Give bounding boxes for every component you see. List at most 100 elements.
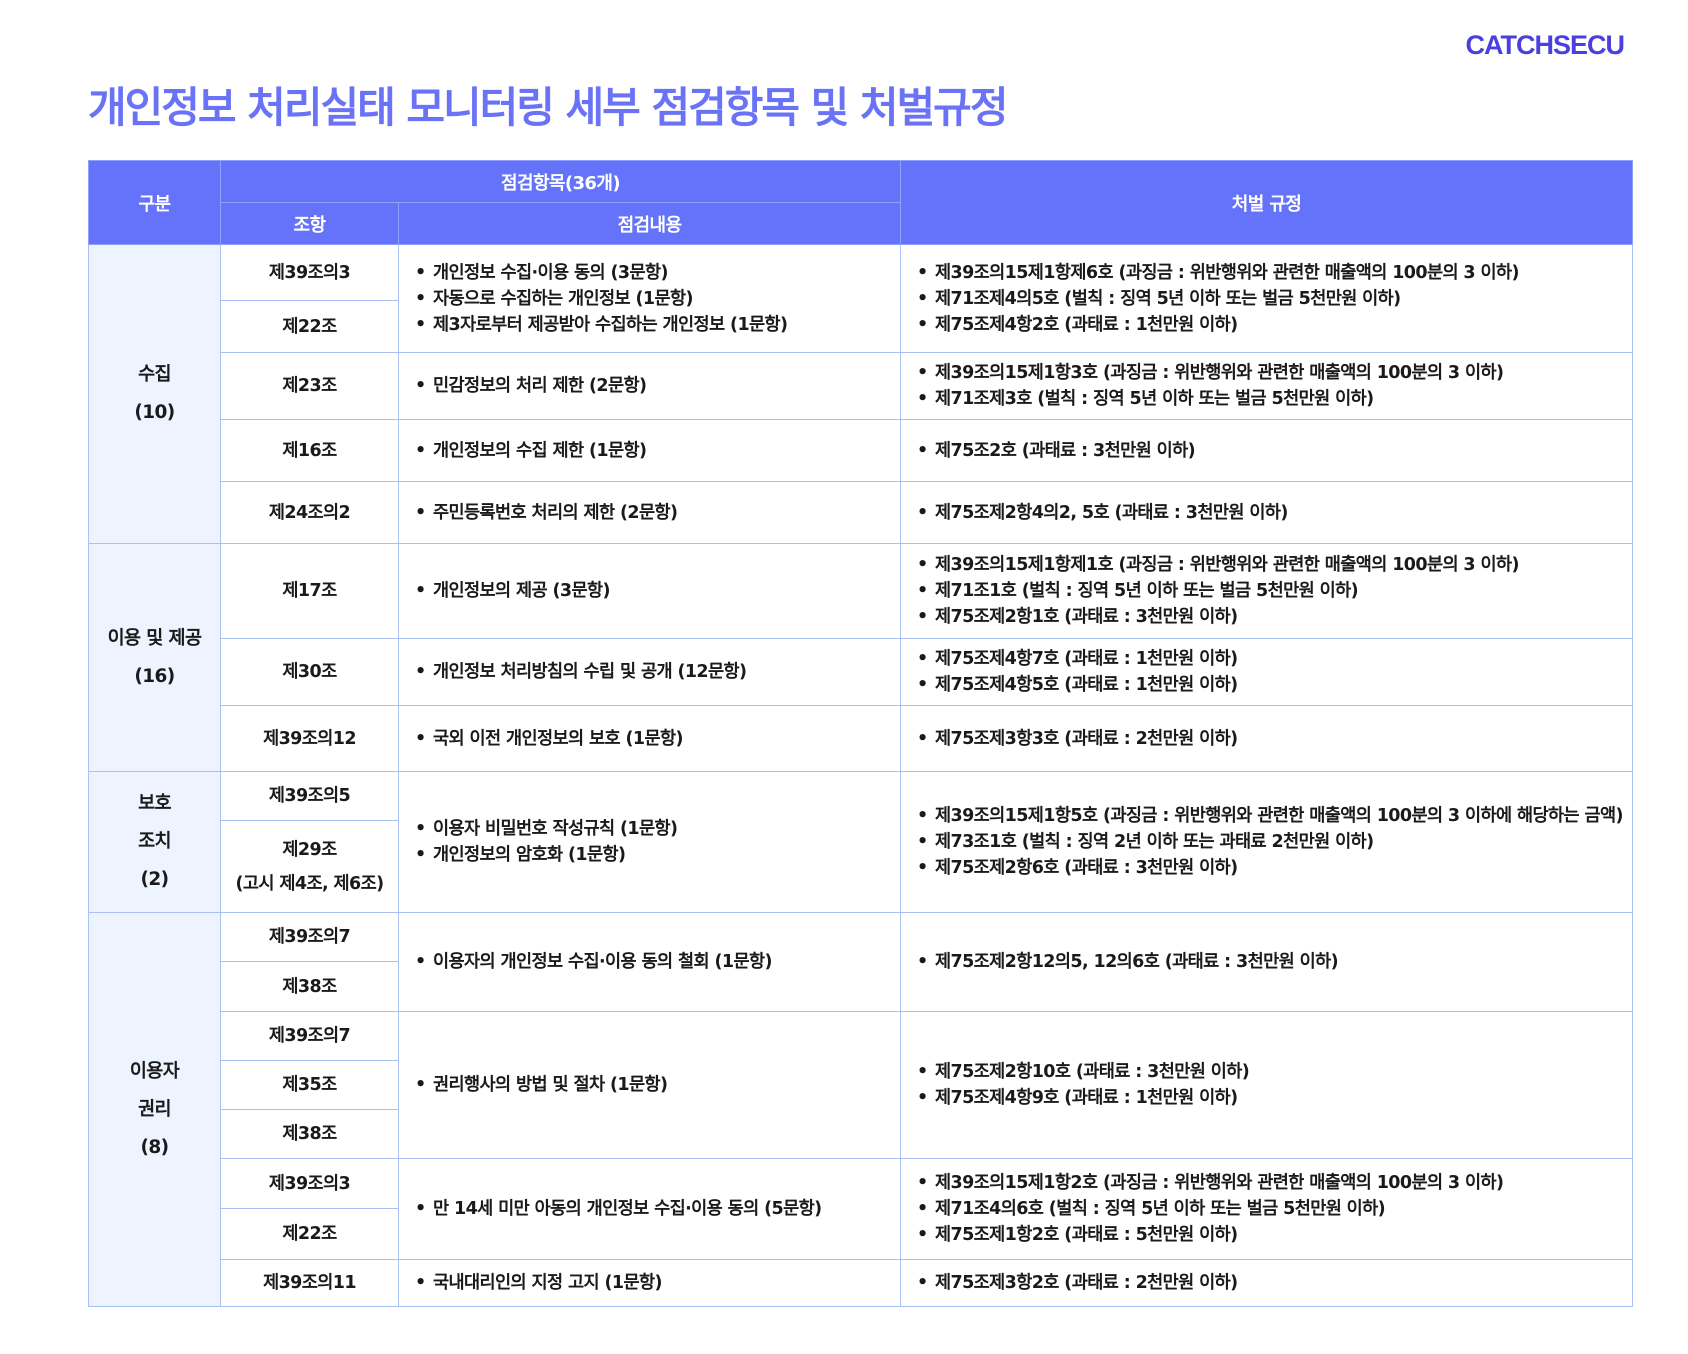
penalty-list: 제75조제2항12의5, 12의6호 (과태료 : 3천만원 이하) <box>915 949 1632 975</box>
article-cell: 제39조의7 <box>220 1011 399 1061</box>
penalty-cell: 제75조제2항12의5, 12의6호 (과태료 : 3천만원 이하) <box>900 912 1633 1012</box>
check-content-cell: 개인정보 수집·이용 동의 (3문항)자동으로 수집하는 개인정보 (1문항)제… <box>398 244 901 353</box>
article-label: 제17조 <box>282 581 337 601</box>
penalty-cell: 제39조의15제1항5호 (과징금 : 위반행위와 관련한 매출액의 100분의… <box>900 771 1633 913</box>
category-cell: 이용자 권리 (8) <box>88 912 221 1307</box>
check-content-cell: 이용자의 개인정보 수집·이용 동의 철회 (1문항) <box>398 912 901 1012</box>
check-content-item: 개인정보의 암호화 (1문항) <box>413 842 900 868</box>
article-label: 제35조 <box>282 1075 337 1095</box>
penalty-list: 제39조의15제1항제1호 (과징금 : 위반행위와 관련한 매출액의 100분… <box>915 552 1632 630</box>
category-label: (16) <box>134 665 175 687</box>
check-content-cell: 개인정보의 제공 (3문항) <box>398 543 901 639</box>
penalty-list: 제39조의15제1항제6호 (과징금 : 위반행위와 관련한 매출액의 100분… <box>915 260 1632 338</box>
inspection-table: 구분 점검항목(36개) 처벌 규정 조항 점검내용 수집 (10) 제39조의3 개… <box>88 160 1633 1307</box>
penalty-list: 제75조2호 (과태료 : 3천만원 이하) <box>915 438 1632 464</box>
category-label: 수집 <box>138 364 171 385</box>
check-content-item: 개인정보의 제공 (3문항) <box>413 578 900 604</box>
check-content-list: 이용자 비밀번호 작성규칙 (1문항)개인정보의 암호화 (1문항) <box>413 816 900 868</box>
category-cell: 이용 및 제공 (16) <box>88 543 221 772</box>
page-title: 개인정보 처리실태 모니터링 세부 점검항목 및 처벌규정 <box>88 83 1008 132</box>
article-label: 제39조의3 <box>268 1173 351 1194</box>
check-content-cell: 국내대리인의 지정 고지 (1문항) <box>398 1259 901 1307</box>
article-label: 제39조의11 <box>263 1273 356 1293</box>
check-content-list: 이용자의 개인정보 수집·이용 동의 철회 (1문항) <box>413 949 900 975</box>
check-content-list: 만 14세 미만 아동의 개인정보 수집·이용 동의 (5문항) <box>413 1196 900 1222</box>
penalty-item: 제75조제2항6호 (과태료 : 3천만원 이하) <box>915 855 1632 881</box>
table-row: 제30조 개인정보 처리방침의 수립 및 공개 (12문항) 제75조제4항7호 (… <box>89 638 1633 706</box>
penalty-item: 제75조제3항2호 (과태료 : 2천만원 이하) <box>915 1270 1632 1296</box>
penalty-cell: 제75조제3항2호 (과태료 : 2천만원 이하) <box>900 1259 1633 1307</box>
article-label: 제29조 <box>282 839 337 860</box>
check-content-item: 개인정보의 수집 제한 (1문항) <box>413 438 900 464</box>
check-content-item: 국외 이전 개인정보의 보호 (1문항) <box>413 726 900 752</box>
category-cell: 보호 조치 (2) <box>88 771 221 913</box>
penalty-item: 제75조제4항2호 (과태료 : 1천만원 이하) <box>915 312 1632 338</box>
article-cell: 제38조 <box>220 1109 399 1159</box>
penalty-item: 제71조제4의5호 (벌칙 : 징역 5년 이하 또는 벌금 5천만원 이하) <box>915 286 1632 312</box>
penalty-item: 제75조2호 (과태료 : 3천만원 이하) <box>915 438 1632 464</box>
article-cell: 제38조 <box>220 961 399 1012</box>
article-label: (고시 제4조, 제6조) <box>235 873 385 894</box>
article-cell: 제22조 <box>220 300 399 353</box>
table-row: 제38조 <box>89 1109 1633 1159</box>
penalty-cell: 제39조의15제1항3호 (과징금 : 위반행위와 관련한 매출액의 100분의… <box>900 352 1633 420</box>
check-content-cell: 만 14세 미만 아동의 개인정보 수집·이용 동의 (5문항) <box>398 1158 901 1260</box>
penalty-item: 제39조의15제1항5호 (과징금 : 위반행위와 관련한 매출액의 100분의… <box>915 803 1632 829</box>
article-cell: 제29조 (고시 제4조, 제6조) <box>220 820 399 913</box>
penalty-cell: 제75조제3항3호 (과태료 : 2천만원 이하) <box>900 705 1633 772</box>
check-content-list: 민감정보의 처리 제한 (2문항) <box>413 373 900 399</box>
catchsecu-logo: CATCHSECU <box>1465 30 1625 60</box>
penalty-list: 제75조제2항10호 (과태료 : 3천만원 이하)제75조제4항9호 (과태료… <box>915 1059 1632 1111</box>
header-check-items: 점검항목(36개) <box>220 160 901 203</box>
penalty-cell: 제75조제2항10호 (과태료 : 3천만원 이하)제75조제4항9호 (과태료… <box>900 1011 1633 1159</box>
check-content-cell: 국외 이전 개인정보의 보호 (1문항) <box>398 705 901 772</box>
article-label: 제39조의7 <box>268 927 351 947</box>
check-content-list: 국내대리인의 지정 고지 (1문항) <box>413 1270 900 1296</box>
header-article: 조항 <box>220 202 399 245</box>
article-label: 제39조의5 <box>268 786 351 806</box>
penalty-list: 제39조의15제1항5호 (과징금 : 위반행위와 관련한 매출액의 100분의… <box>915 803 1632 881</box>
penalty-cell: 제39조의15제1항2호 (과징금 : 위반행위와 관련한 매출액의 100분의… <box>900 1158 1633 1260</box>
penalty-list: 제75조제2항4의2, 5호 (과태료 : 3천만원 이하) <box>915 500 1632 526</box>
category-label: 권리 <box>138 1098 171 1120</box>
table-row: 수집 (10) 제39조의3 개인정보 수집·이용 동의 (3문항)자동으로 수집하는… <box>88 244 1633 544</box>
table-row: 제29조 (고시 제4조, 제6조) <box>89 820 1633 913</box>
category-label: 보호 <box>138 793 171 814</box>
category-label: 조치 <box>138 831 171 852</box>
penalty-cell: 제75조제2항4의2, 5호 (과태료 : 3천만원 이하) <box>900 481 1633 544</box>
check-content-list: 권리행사의 방법 및 절차 (1문항) <box>413 1072 900 1098</box>
article-label: 제22조 <box>282 316 337 337</box>
table-row: 제39조의12 국외 이전 개인정보의 보호 (1문항) 제75조제3항3호 (과태… <box>89 705 1633 772</box>
category-label: 이용자 <box>129 1060 180 1082</box>
article-label: 제23조 <box>282 376 337 396</box>
check-content-cell: 개인정보의 수집 제한 (1문항) <box>398 419 901 482</box>
check-content-item: 개인정보 수집·이용 동의 (3문항) <box>413 260 900 286</box>
article-cell: 제22조 <box>220 1208 399 1260</box>
article-label: 제39조의7 <box>268 1026 351 1046</box>
penalty-cell: 제39조의15제1항제6호 (과징금 : 위반행위와 관련한 매출액의 100분… <box>900 244 1633 353</box>
table-row: 제22조 <box>89 300 1633 353</box>
table-row: 제39조의11 국내대리인의 지정 고지 (1문항) 제75조제3항2호 (과태료 … <box>89 1259 1633 1307</box>
article-label: 제38조 <box>282 1124 337 1144</box>
article-cell: 제39조의3 <box>220 244 399 301</box>
penalty-item: 제71조4의6호 (벌칙 : 징역 5년 이하 또는 벌금 5천만원 이하) <box>915 1196 1632 1222</box>
article-label: 제39조의12 <box>263 728 356 749</box>
penalty-list: 제75조제3항3호 (과태료 : 2천만원 이하) <box>915 726 1632 752</box>
category-label: 이용 및 제공 <box>107 627 202 649</box>
penalty-item: 제75조제2항10호 (과태료 : 3천만원 이하) <box>915 1059 1632 1085</box>
penalty-list: 제39조의15제1항3호 (과징금 : 위반행위와 관련한 매출액의 100분의… <box>915 360 1632 412</box>
penalty-item: 제75조제2항12의5, 12의6호 (과태료 : 3천만원 이하) <box>915 949 1632 975</box>
penalty-item: 제71조1호 (벌칙 : 징역 5년 이하 또는 벌금 5천만원 이하) <box>915 578 1632 604</box>
check-content-cell: 개인정보 처리방침의 수립 및 공개 (12문항) <box>398 638 901 706</box>
table-row: 제39조의7 권리행사의 방법 및 절차 (1문항) 제75조제2항10호 (과태료… <box>89 1011 1633 1159</box>
penalty-item: 제75조제1항2호 (과태료 : 5천만원 이하) <box>915 1222 1632 1248</box>
article-cell: 제39조의11 <box>220 1259 399 1307</box>
category-cell: 수집 (10) <box>88 244 221 544</box>
article-cell: 제30조 <box>220 638 399 706</box>
category-label: (10) <box>134 402 175 423</box>
penalty-cell: 제75조2호 (과태료 : 3천만원 이하) <box>900 419 1633 482</box>
table-body: 수집 (10) 제39조의3 개인정보 수집·이용 동의 (3문항)자동으로 수집하는… <box>88 244 1633 1307</box>
header-penalty: 처벌 규정 <box>900 160 1633 245</box>
table-row: 제38조 <box>89 961 1633 1012</box>
